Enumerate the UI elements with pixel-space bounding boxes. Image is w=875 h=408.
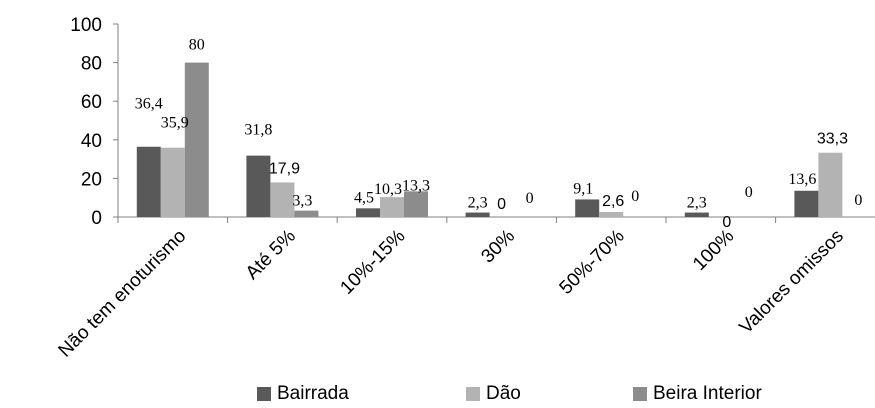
data-label-dao-ate-5: 17,9 — [269, 160, 300, 177]
bar-dao-valores-omissos — [818, 152, 843, 217]
category-label-nao-tem-enoturismo: Não tem enoturismo — [55, 226, 191, 362]
bar-bairrada-ate-5 — [246, 155, 271, 217]
y-tick-label: 80 — [81, 54, 102, 75]
data-label-dao-10-15: 10,3 — [374, 181, 402, 198]
data-label-beira-interior-nao-tem-enoturismo: 80 — [189, 37, 205, 54]
category-label-10-15: 10%-15% — [336, 226, 409, 299]
bar-beira-interior-nao-tem-enoturismo — [184, 62, 209, 217]
bar-dao-10-15 — [380, 197, 404, 217]
legend-label-beira-interior: Beira Interior — [653, 383, 762, 404]
legend-item-dao: Dão — [466, 383, 521, 405]
legend-label-dao: Dão — [486, 383, 521, 404]
legend-item-bairrada: Bairrada — [257, 383, 349, 405]
data-label-bairrada-valores-omissos: 13,6 — [788, 171, 816, 188]
legend-item-beira-interior: Beira Interior — [633, 383, 762, 405]
data-label-beira-interior-50-70: 0 — [631, 188, 639, 205]
bar-bairrada-nao-tem-enoturismo — [136, 146, 161, 217]
y-tick-label: 0 — [91, 208, 102, 229]
y-tick-label: 100 — [70, 15, 102, 36]
data-label-bairrada-100: 2,3 — [687, 195, 707, 212]
data-label-bairrada-50-70: 9,1 — [573, 180, 593, 197]
bar-bairrada-100 — [684, 212, 709, 217]
data-label-beira-interior-30: 0 — [526, 190, 534, 207]
legend-swatch-dao — [466, 387, 480, 401]
bar-dao-nao-tem-enoturismo — [160, 147, 185, 217]
data-label-bairrada-10-15: 4,5 — [354, 189, 374, 206]
data-label-dao-100: 0 — [722, 214, 731, 231]
y-tick-label: 20 — [81, 169, 102, 190]
legend-swatch-beira-interior — [633, 387, 647, 401]
data-label-dao-50-70: 2,6 — [602, 193, 624, 210]
bar-bairrada-50-70 — [575, 199, 600, 217]
bar-bairrada-10-15 — [356, 208, 380, 217]
data-label-bairrada-30: 2,3 — [468, 195, 488, 212]
legend: Bairrada Dão Beira Interior — [0, 383, 875, 408]
data-label-dao-30: 0 — [497, 196, 506, 213]
category-labels: Não tem enoturismo Até 5% 10%-15% 30% 50%-70… — [55, 226, 848, 362]
category-label-30: 30% — [477, 226, 519, 268]
bar-dao-50-70 — [599, 211, 624, 217]
bar-dao-ate-5 — [270, 182, 295, 217]
data-label-bairrada-nao-tem-enoturismo: 36,4 — [135, 96, 163, 113]
data-label-dao-valores-omissos: 33,3 — [817, 131, 848, 148]
category-label-valores-omissos: Valores omissos — [736, 226, 848, 338]
bar-beira-interior-10-15 — [404, 191, 428, 217]
bar-beira-interior-ate-5 — [294, 210, 319, 217]
bar-chart: 0 20 40 60 80 100 36,4 35,9 80 31,8 17,9 3,3 4,5 10,… — [55, 15, 875, 362]
category-label-100: 100% — [689, 226, 738, 275]
data-label-bairrada-ate-5: 31,8 — [244, 122, 272, 139]
y-tick-label: 60 — [81, 92, 102, 113]
data-label-dao-nao-tem-enoturismo: 35,9 — [161, 115, 189, 132]
legend-label-bairrada: Bairrada — [277, 383, 349, 404]
data-label-beira-interior-valores-omissos: 0 — [854, 192, 862, 209]
bar-bairrada-30 — [465, 212, 490, 217]
axes: 0 20 40 60 80 100 — [70, 15, 875, 229]
data-label-beira-interior-10-15: 13,3 — [402, 177, 430, 194]
data-label-beira-interior-ate-5: 3,3 — [292, 193, 312, 210]
legend-swatch-bairrada — [257, 387, 271, 401]
data-label-beira-interior-100: 0 — [745, 184, 753, 201]
bars — [136, 62, 843, 217]
y-tick-label: 40 — [81, 131, 102, 152]
bar-bairrada-valores-omissos — [794, 190, 819, 217]
category-label-50-70: 50%-70% — [556, 226, 629, 299]
category-label-ate-5: Até 5% — [242, 226, 300, 284]
